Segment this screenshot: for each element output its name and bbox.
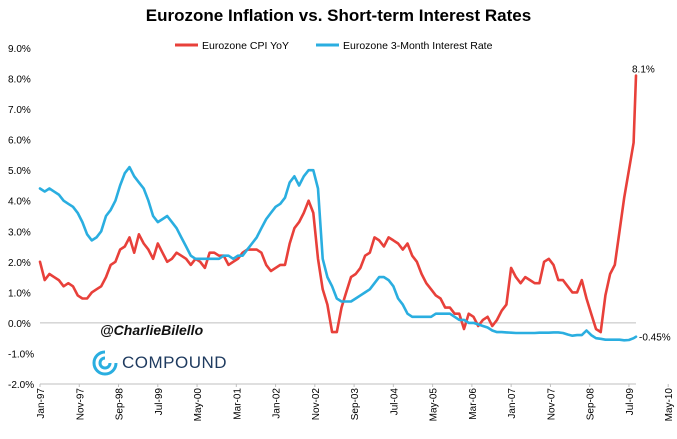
y-tick-label: 6.0% — [8, 136, 31, 147]
legend-label-rate: Eurozone 3-Month Interest Rate — [343, 40, 493, 52]
watermark-brand-text: COMPOUND — [122, 353, 228, 372]
series-line-cpi — [38, 74, 638, 334]
x-tick-label: Mar-06 — [468, 388, 479, 420]
x-tick-label: Sep-03 — [350, 388, 361, 421]
watermark-handle: @CharlieBilello — [100, 322, 204, 338]
y-tick-label: -2.0% — [8, 380, 34, 391]
compound-logo-icon — [92, 350, 118, 376]
y-tick-label: -1.0% — [8, 349, 34, 360]
x-tick-label: Jan-02 — [272, 388, 283, 419]
x-tick-label: Jul-04 — [389, 388, 400, 416]
y-tick-label: 2.0% — [8, 258, 31, 269]
y-tick-label: 4.0% — [8, 197, 31, 208]
x-tick-label: Sep-98 — [115, 388, 126, 421]
x-tick-label: Nov-07 — [546, 388, 557, 421]
x-tick-label: May-10 — [664, 388, 675, 422]
x-tick-label: May-00 — [193, 388, 204, 422]
x-tick-label: May-05 — [429, 388, 440, 422]
x-tick-label: Jul-99 — [154, 388, 165, 416]
y-tick-label: 3.0% — [8, 227, 31, 238]
watermark-brand: COMPOUND — [92, 350, 227, 376]
series-line-rate — [38, 165, 638, 342]
x-tick-label: Jul-09 — [625, 388, 636, 416]
x-tick-label: Sep-08 — [586, 388, 597, 421]
legend: Eurozone CPI YoY Eurozone 3-Month Intere… — [175, 40, 493, 52]
x-tick-label: Nov-97 — [75, 388, 86, 421]
y-tick-label: 8.0% — [8, 75, 31, 86]
legend-label-cpi: Eurozone CPI YoY — [202, 40, 289, 52]
y-tick-label: 0.0% — [8, 319, 31, 330]
axis-layer: 9.0% 8.0% 7.0% 6.0% 5.0% 4.0% 3.0% 2.0% 1.0% 0.0%… — [8, 44, 675, 422]
x-tick-label: Jan-07 — [507, 388, 518, 419]
chart-title: Eurozone Inflation vs. Short-term Intere… — [145, 6, 532, 25]
y-tick-label: 7.0% — [8, 105, 31, 116]
y-tick-label: 5.0% — [8, 166, 31, 177]
end-label-rate: -0.45% — [639, 333, 671, 344]
annotation-layer: 8.1% -0.45% — [632, 64, 671, 343]
y-tick-label: 1.0% — [8, 288, 31, 299]
x-tick-label: Nov-02 — [311, 388, 322, 421]
x-tick-label: Mar-01 — [232, 388, 243, 420]
end-label-cpi: 8.1% — [632, 64, 655, 75]
series-layer — [38, 74, 638, 342]
y-tick-label: 9.0% — [8, 44, 31, 55]
x-tick-label: Jan-97 — [36, 388, 47, 419]
